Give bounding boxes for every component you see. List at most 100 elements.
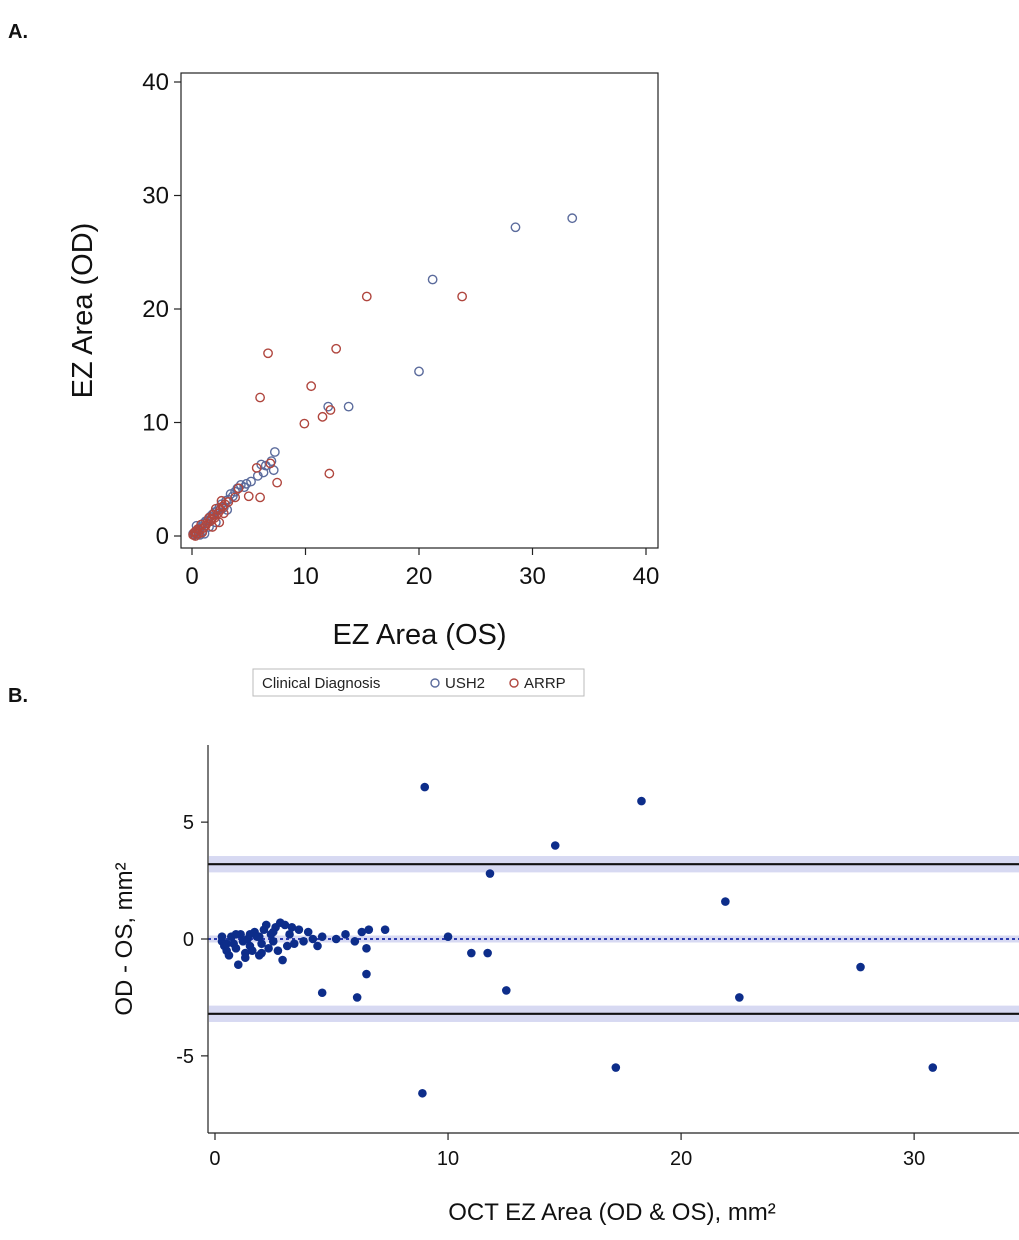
data-point [364,925,374,934]
scatter-plot-od-vs-os: 0 10 20 30 40 0 10 20 30 40 EZ Area (OS) EZ Area (O… [67,69,660,697]
point-ush2 [343,401,354,412]
data-point [222,939,231,948]
legend-entry-ush2: USH2 [445,675,485,692]
data-point [224,951,234,960]
x-axis-title: EZ Area (OS) [332,619,506,651]
point-arrp [216,495,227,506]
point-ush2 [230,486,241,497]
data-point [637,796,646,806]
x-tick-label: 0 [209,1148,220,1170]
point-ush2 [427,274,438,285]
y-tick-label: 20 [142,296,169,323]
data-point [352,993,362,1002]
legend: Clinical Diagnosis USH2 ARRP [252,668,585,697]
data-point [928,1063,938,1072]
data-point [257,948,266,958]
point-ush2 [246,476,256,487]
point-arrp [207,522,218,532]
bland-altman-plot: 0 10 20 30 5 0 -5 OCT EZ Area (OD & OS), mm² OD … [111,745,1019,1226]
data-point [317,988,327,998]
point-arrp [331,343,342,354]
legend-entry-arrp: ARRP [524,675,566,692]
data-point [735,993,744,1002]
data-point [245,930,255,939]
data-point [231,930,241,939]
point-arrp [299,418,310,429]
data-point [467,948,476,958]
data-point [231,944,241,953]
point-arrp [457,291,468,302]
point-ush2 [510,222,521,233]
data-point [308,934,318,944]
x-tick-label: 30 [519,563,546,590]
y-axis-title: EZ Area (OD) [67,223,99,399]
data-point [380,925,390,934]
data-point [268,927,278,937]
point-arrp [325,405,336,415]
data-point [721,897,730,906]
point-arrp [251,462,262,473]
y-axis-title: OD - OS, mm² [111,862,138,1015]
confidence-band [209,935,1019,943]
point-arrp [306,381,317,392]
data-point [233,960,243,970]
data-point [611,1063,621,1072]
point-arrp [243,491,254,502]
x-tick-label: 20 [670,1148,692,1170]
data-point [268,937,278,946]
point-arrp [255,392,266,403]
data-point [418,1088,427,1098]
point-arrp [255,492,266,503]
y-tick-label: 10 [142,410,169,437]
point-ush2 [567,213,578,224]
x-tick-label: 0 [185,563,198,590]
data-point [550,841,560,850]
point-arrp [190,531,201,541]
point-arrp [272,477,283,488]
point-arrp [361,291,372,302]
data-point [287,923,297,932]
legend-title: Clinical Diagnosis [262,675,380,692]
y-tick-label: 5 [183,812,194,834]
data-point [294,925,304,934]
data-point [483,948,492,958]
data-point [313,941,322,951]
point-arrp [233,483,244,494]
y-tick-label: 0 [183,929,194,951]
data-point [420,782,430,792]
data-point [282,941,292,951]
data-point [317,932,327,941]
x-tick-label: 10 [437,1148,459,1170]
point-arrp [205,516,216,527]
x-axis-title: OCT EZ Area (OD & OS), mm² [448,1199,776,1226]
x-tick-label: 40 [633,563,660,590]
panel-a-label: A. [8,21,28,43]
plot-frame [180,72,659,549]
data-point [264,944,273,953]
data-point [856,962,865,972]
data-point [362,944,371,953]
point-ush2 [269,447,280,457]
data-point [278,955,287,965]
data-point [362,969,371,979]
data-point [254,932,264,941]
data-point [331,934,341,944]
point-ush2 [260,460,271,471]
point-arrp [324,468,335,479]
point-ush2 [414,366,424,377]
x-tick-label: 20 [406,563,433,590]
y-tick-label: 30 [142,183,169,210]
point-arrp [317,411,328,422]
data-point [350,937,360,946]
data-point [443,932,453,941]
point-arrp [265,458,276,469]
data-point [217,932,227,941]
data-point [261,920,271,930]
data-point [501,986,511,995]
point-arrp [210,503,221,514]
y-tick-label: -5 [176,1046,194,1068]
data-point [240,953,250,962]
data-point [289,939,299,948]
data-point [247,946,257,955]
